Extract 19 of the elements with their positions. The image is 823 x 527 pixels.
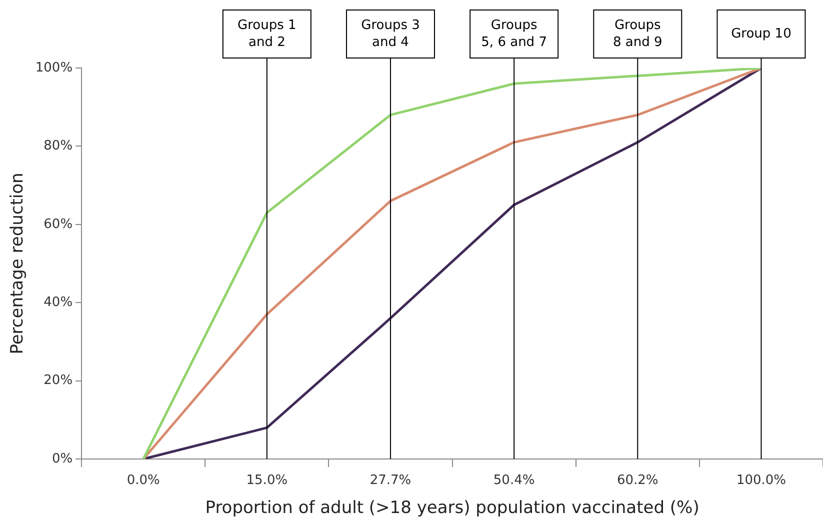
x-axis-title: Proportion of adult (>18 years) population vaccinated (%): [205, 498, 700, 518]
ref-line-label: Group 10: [731, 26, 792, 42]
y-tick-label: 40%: [44, 294, 73, 310]
y-axis-title: Percentage reduction: [8, 172, 28, 354]
y-tick-label: 60%: [44, 216, 73, 232]
y-tick-label: 80%: [44, 138, 73, 154]
x-tick-label: 27.7%: [370, 473, 412, 488]
ref-line-label: Groups 1 and 2: [238, 18, 296, 50]
x-tick-label: 50.4%: [493, 473, 535, 488]
ref-line-label: Groups 3 and 4: [361, 18, 420, 50]
y-tick-label: 0%: [52, 451, 73, 466]
x-tick-label: 60.2%: [616, 473, 658, 488]
x-tick-label: 0.0%: [126, 473, 160, 488]
y-tick-label: 20%: [44, 373, 73, 388]
y-tick-label: 100%: [35, 60, 73, 76]
x-tick-label: 100.0%: [736, 473, 786, 488]
x-tick-label: 15.0%: [246, 473, 288, 488]
ref-line-label: Groups 5, 6 and 7: [481, 18, 547, 50]
ref-line-label: Groups 8 and 9: [613, 18, 662, 50]
